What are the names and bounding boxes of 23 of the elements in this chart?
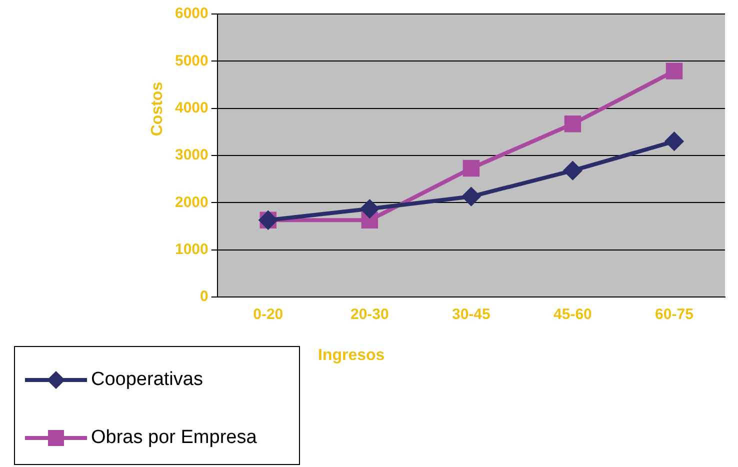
y-tick-label: 3000 xyxy=(174,146,208,164)
x-tick-label: 45-60 xyxy=(554,306,592,324)
y-tick-label: 4000 xyxy=(174,99,208,116)
x-axis-title: Ingresos xyxy=(318,347,385,365)
y-tick-label: 6000 xyxy=(174,5,208,22)
x-tick-label: 20-30 xyxy=(350,306,389,324)
point xyxy=(360,200,379,218)
y-tick-label: 2000 xyxy=(174,194,208,211)
point xyxy=(564,116,582,132)
x-tick-label: 60-75 xyxy=(655,306,694,324)
point xyxy=(462,188,480,206)
point xyxy=(462,160,480,177)
y-tick-label: 1000 xyxy=(174,240,208,258)
legend-label: Cooperativas xyxy=(91,369,203,391)
point xyxy=(665,132,684,150)
y-tick-label: 0 xyxy=(200,288,208,306)
x-tick-label: 30-45 xyxy=(452,306,490,324)
y-axis-title: Costos xyxy=(149,80,167,138)
legend-label: Obras por Empresa xyxy=(91,427,257,449)
point xyxy=(564,162,582,180)
x-tick-label: 0-20 xyxy=(253,306,284,324)
point xyxy=(666,62,683,80)
y-tick-label: 5000 xyxy=(174,52,208,70)
